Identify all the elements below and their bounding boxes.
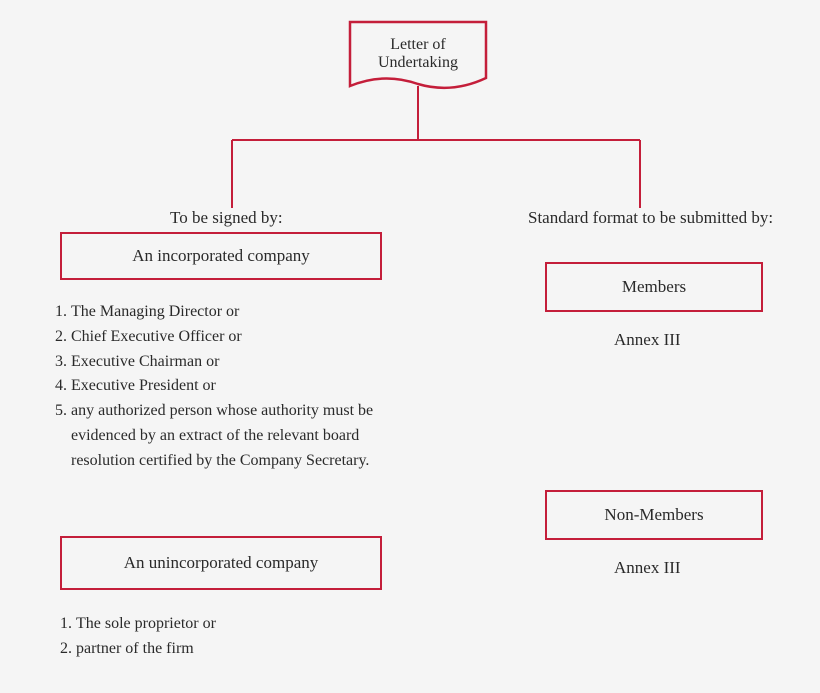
list-item: Executive Chairman or <box>71 350 405 375</box>
box-members: Members <box>545 262 763 312</box>
list-unincorporated-signers: The sole proprietor orpartner of the fir… <box>58 612 418 662</box>
list-item: The sole proprietor or <box>76 612 418 637</box>
diagram-canvas: Letter of Undertaking To be signed by: A… <box>0 0 820 693</box>
box-unincorporated-company: An unincorporated company <box>60 536 382 590</box>
list-item: Chief Executive Officer or <box>71 325 405 350</box>
list-incorporated-signers: The Managing Director orChief Executive … <box>45 300 405 474</box>
list-item: Executive President or <box>71 374 405 399</box>
list-item: partner of the firm <box>76 637 418 662</box>
box-non-members: Non-Members <box>545 490 763 540</box>
box-members-label: Members <box>622 277 686 297</box>
annex-non-members: Annex III <box>614 558 681 578</box>
left-heading: To be signed by: <box>170 208 283 228</box>
box-incorporated-company: An incorporated company <box>60 232 382 280</box>
list-item: any authorized person whose authority mu… <box>71 399 405 473</box>
root-node-label-wrap: Letter of Undertaking <box>350 22 486 86</box>
list-item: The Managing Director or <box>71 300 405 325</box>
box-non-members-label: Non-Members <box>604 505 703 525</box>
annex-members: Annex III <box>614 330 681 350</box>
root-node-label: Letter of Undertaking <box>350 36 486 72</box>
right-heading: Standard format to be submitted by: <box>528 208 792 228</box>
box-unincorporated-company-label: An unincorporated company <box>124 553 319 573</box>
box-incorporated-company-label: An incorporated company <box>132 246 310 266</box>
